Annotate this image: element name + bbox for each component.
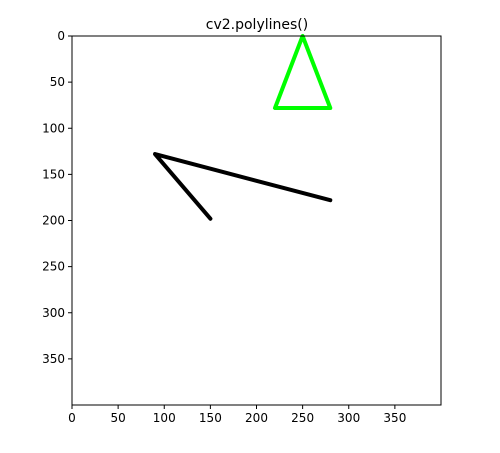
y-tick-label: 350 [42,352,65,366]
x-tick-label: 250 [291,411,314,425]
y-tick-label: 100 [42,121,65,135]
plot-layer: 0 50 100 150 200 250 300 350 0 50 100 150 200 250 300 3… [42,29,442,425]
x-tick-label: 300 [337,411,360,425]
x-tick-label: 200 [245,411,268,425]
y-tick-label: 0 [57,29,65,43]
y-tick-label: 150 [42,167,65,181]
plot-area [72,36,441,405]
x-tick-label: 0 [68,411,76,425]
series-1-line [153,152,333,221]
x-tick-label: 50 [110,411,125,425]
x-tick-label: 100 [153,411,176,425]
y-tick-label: 50 [50,75,65,89]
y-tick-label: 250 [42,260,65,274]
x-tick-label: 350 [383,411,406,425]
y-tick-label: 200 [42,214,65,228]
y-tick-label: 300 [42,306,65,320]
series-0-line [273,34,333,110]
x-tick-label: 150 [199,411,222,425]
chart-title: cv2.polylines() [206,17,308,33]
